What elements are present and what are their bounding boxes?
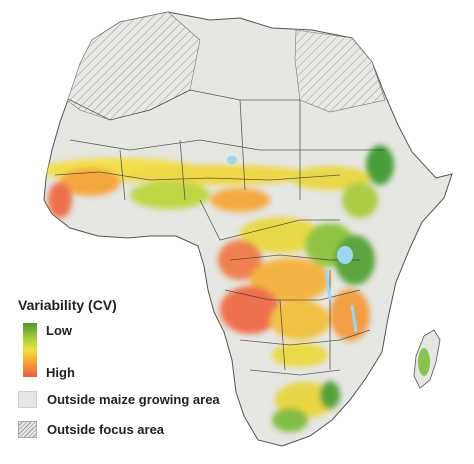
variability-patch <box>320 381 340 409</box>
outside-focus-label: Outside focus area <box>47 421 165 437</box>
outside-maize-label: Outside maize growing area <box>47 391 220 407</box>
outside-maize-swatch <box>18 390 37 408</box>
map-legend: Variability (CV) Low High Outside maize … <box>18 297 268 441</box>
variability-patch <box>272 408 308 432</box>
variability-patch <box>270 300 330 340</box>
variability-patch <box>290 166 370 190</box>
lake-chad <box>227 156 237 164</box>
variability-color-ramp <box>23 323 37 377</box>
legend-high-label: High <box>46 365 75 380</box>
variability-patch <box>240 217 320 253</box>
lake-tanganyika <box>324 269 332 301</box>
variability-patch <box>130 181 210 209</box>
legend-item-outside-focus: Outside focus area <box>18 417 268 441</box>
variability-patch <box>366 145 394 185</box>
variability-patch <box>60 168 120 196</box>
legend-item-outside-maize: Outside maize growing area <box>18 387 268 411</box>
variability-patch <box>272 343 328 367</box>
variability-patch <box>48 182 72 218</box>
variability-patch <box>250 258 330 302</box>
variability-patch <box>210 188 270 212</box>
lake-victoria <box>337 246 353 264</box>
variability-patch <box>220 286 280 334</box>
variability-gradient: Low High <box>18 323 268 381</box>
legend-title: Variability (CV) <box>18 297 117 313</box>
variability-patch <box>218 240 262 280</box>
outside-focus-area-northeast <box>294 29 386 113</box>
legend-low-label: Low <box>46 323 72 338</box>
outside-focus-swatch <box>18 420 37 438</box>
madagascar-variability <box>418 348 430 376</box>
variability-patch <box>342 182 378 218</box>
variability-patch <box>330 289 370 341</box>
lake-malawi <box>350 304 358 333</box>
